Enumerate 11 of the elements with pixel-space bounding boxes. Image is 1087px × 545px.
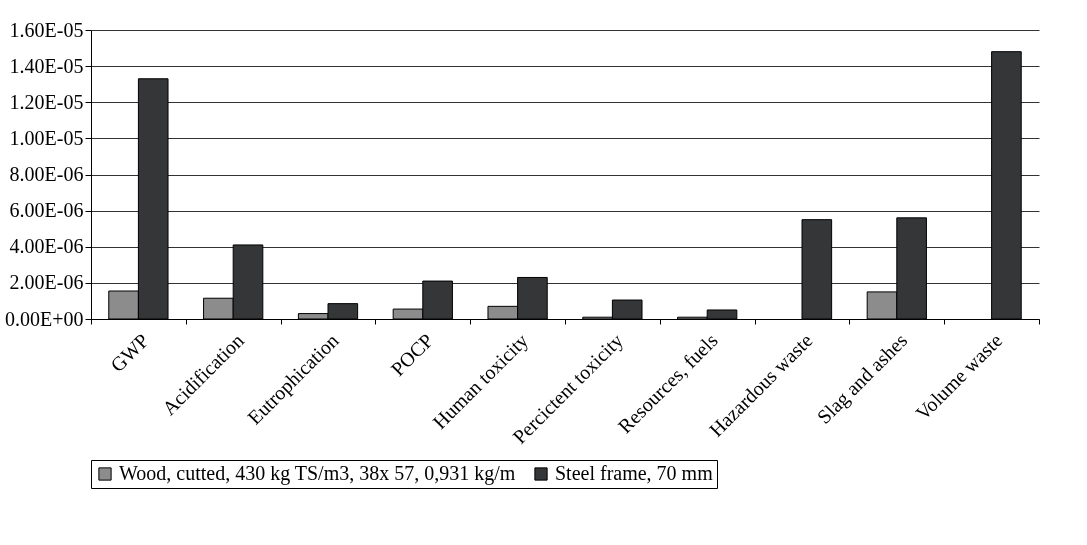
y-tick-label: 1.00E-05 xyxy=(9,126,84,149)
y-tick-label: 0.00E+00 xyxy=(5,307,84,330)
y-tick-label: 4.00E-06 xyxy=(9,235,84,258)
y-tick-label: 2.00E-06 xyxy=(9,271,84,294)
legend-label: Steel frame, 70 mm xyxy=(555,462,714,484)
y-tick-label: 8.00E-06 xyxy=(9,163,84,185)
legend-label: Wood, cutted, 430 kg TS/m3, 38x 57, 0,931 kg/m xyxy=(119,462,516,485)
y-tick-label: 6.00E-06 xyxy=(9,199,84,222)
y-tick-label: 1.60E-05 xyxy=(9,18,84,41)
y-tick-label: 1.20E-05 xyxy=(9,90,84,113)
y-tick-label: 1.40E-05 xyxy=(9,54,84,77)
